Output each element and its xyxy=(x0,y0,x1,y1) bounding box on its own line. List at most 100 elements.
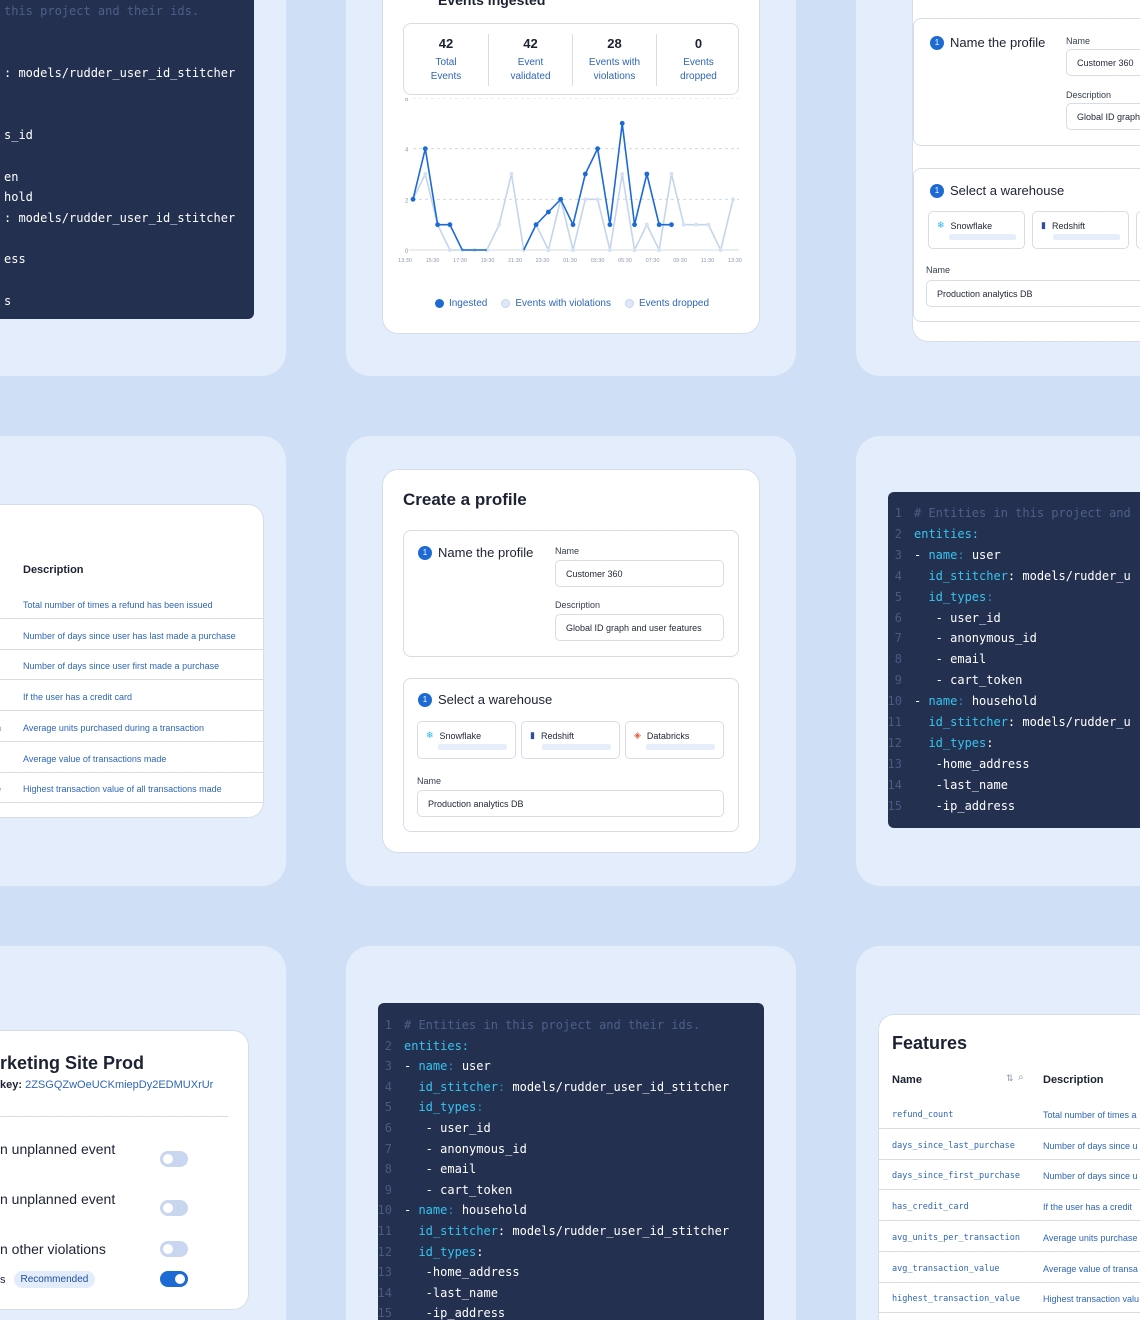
name-input[interactable]: Customer 360 xyxy=(1066,49,1140,76)
stat-cell: 42 Total Events xyxy=(404,34,488,86)
legend-item[interactable]: Events with violations xyxy=(501,298,611,309)
x-tick-label: 07:30 xyxy=(646,258,660,264)
y-tick-label: 0 xyxy=(405,249,409,255)
line-number: 14 xyxy=(378,1285,392,1300)
name-label: Name xyxy=(555,546,580,556)
step-number-icon: 1 xyxy=(418,545,432,560)
x-tick-label: 15:30 xyxy=(426,258,440,264)
legend-dot-icon xyxy=(624,299,634,308)
x-tick-label: 13:30 xyxy=(398,258,412,264)
features-card-left: ⌕ Description Total number of times a re… xyxy=(0,504,264,818)
feature-description: Average units purchase xyxy=(1043,1232,1138,1243)
data-point-ingested xyxy=(669,222,674,228)
table-row[interactable]: avg_units_per_transaction Average units p… xyxy=(879,1221,1140,1252)
code-line: 3- name: user xyxy=(378,1059,491,1073)
option-toggle[interactable] xyxy=(160,1200,188,1216)
line-number: 3 xyxy=(894,547,902,562)
table-row[interactable]: days_since_last_purchase Number of days s… xyxy=(879,1129,1140,1160)
data-point-violations xyxy=(731,197,735,202)
data-point-violations xyxy=(423,172,428,176)
table-row[interactable]: days_since_first_purchase Number of days … xyxy=(879,1159,1140,1191)
table-row[interactable]: se Number of days since user first made a… xyxy=(0,649,263,681)
option-toggle[interactable] xyxy=(160,1241,188,1257)
db-name-input[interactable]: Production analytics DB xyxy=(926,280,1140,307)
db-name-label: Name xyxy=(926,265,951,275)
data-point-ingested xyxy=(545,209,551,215)
divider xyxy=(0,1116,228,1117)
code-line: 1 # Entities in this project and xyxy=(888,506,1131,520)
option-toggle[interactable] xyxy=(160,1151,188,1167)
events-stats: 42 Total Events 42 Event validated 28 Events … xyxy=(403,23,739,95)
sort-icon[interactable]: ⇅ xyxy=(1006,1073,1014,1083)
stat-value: 42 xyxy=(523,36,538,51)
create-profile-card: Create a profile 1 Name the profile Name … xyxy=(382,469,760,853)
events-tile: Events ingested 42 Total Events 42 Event va… xyxy=(346,0,796,376)
table-row[interactable]: highest_transaction_value Highest transac… xyxy=(879,1282,1140,1314)
data-point-ingested xyxy=(422,146,428,152)
table-row[interactable]: ue Highest transaction value of all trans… xyxy=(0,772,263,804)
code-line: 4 id_stitcher: models/rudder_u xyxy=(888,569,1131,583)
data-point-ingested xyxy=(582,171,588,177)
db-name-input[interactable]: Production analytics DB xyxy=(417,790,724,817)
table-row[interactable]: If the user has a credit card xyxy=(0,680,263,712)
legend-item[interactable]: Events dropped xyxy=(624,298,709,309)
feature-description: If the user has a credit xyxy=(1043,1202,1133,1213)
feature-description: Number of days since u xyxy=(1043,1171,1138,1182)
line-number: 2 xyxy=(384,1038,392,1053)
data-point-ingested xyxy=(558,196,564,202)
x-tick-label: 01:30 xyxy=(563,258,577,264)
features-card-right: Features Name ⇅ ⌕ Description refund_cou… xyxy=(878,1014,1140,1320)
stat-value: 42 xyxy=(438,36,454,51)
data-point-violations xyxy=(571,248,575,252)
line-number: 10 xyxy=(378,1203,392,1218)
stat-label: Events dropped xyxy=(680,57,717,82)
line-number: 15 xyxy=(888,798,902,813)
x-tick-label: 17:30 xyxy=(453,258,467,264)
warehouse-databricks[interactable]: ◈ Databricks xyxy=(625,721,724,759)
code-line: : models/rudder_user_id_stitcher xyxy=(4,66,236,81)
table-row[interactable]: Average value of transactions made xyxy=(0,742,263,773)
stat-value: 28 xyxy=(607,36,622,51)
source-title: rketing Site Prod xyxy=(0,1053,145,1073)
warehouse-redshift[interactable]: ▮ Redshift xyxy=(521,721,620,759)
option-label: n unplanned event xyxy=(0,1191,116,1207)
code-line: 15 -ip_address xyxy=(378,1306,505,1320)
features-tile-left: ⌕ Description Total number of times a re… xyxy=(0,436,286,886)
table-row[interactable]: on Average units purchased during a trans… xyxy=(0,711,263,742)
warehouse-redshift[interactable]: ▮ Redshift xyxy=(1032,211,1129,249)
code-line: 11 id_stitcher: models/rudder_u xyxy=(888,715,1131,729)
table-row[interactable]: Total number of times a refund has been … xyxy=(0,588,263,619)
code-line: 7 - anonymous_id xyxy=(888,631,1037,645)
table-row[interactable]: has_credit_card If the user has a credit xyxy=(879,1190,1140,1222)
option-toggle[interactable] xyxy=(160,1271,188,1287)
features-table-left: Total number of times a refund has been … xyxy=(0,588,263,817)
description-label: Description xyxy=(1066,90,1112,100)
feature-name: has_credit_card xyxy=(892,1202,969,1213)
warehouse-snowflake[interactable]: ❄ Snowflake xyxy=(417,721,516,759)
warehouse-snowflake[interactable]: ❄ Snowflake xyxy=(928,211,1025,249)
data-point-violations xyxy=(694,222,699,227)
table-row[interactable]: avg_transaction_value Average value of tr… xyxy=(879,1252,1140,1283)
feature-description: Number of days since u xyxy=(1043,1140,1138,1151)
line-number: 8 xyxy=(384,1162,392,1177)
data-point-violations xyxy=(718,248,723,252)
databricks-icon: ◈ xyxy=(634,730,641,740)
features-title: Features xyxy=(892,1033,968,1053)
line-number: 11 xyxy=(888,715,902,729)
table-row[interactable]: refund_count Total number of times a xyxy=(879,1098,1140,1129)
description-input[interactable]: Global ID graph xyxy=(1066,103,1140,130)
warehouse-third[interactable] xyxy=(1136,211,1140,249)
stat-label: Total Events xyxy=(430,57,462,82)
code-line: 15 -ip_address xyxy=(888,799,1015,813)
x-tick-label: 09:30 xyxy=(673,258,687,264)
col-name-header: Name xyxy=(892,1074,922,1086)
legend-item[interactable]: Ingested xyxy=(434,298,487,309)
name-input[interactable]: Customer 360 xyxy=(555,560,724,587)
step-name-profile: 1 Name the profile xyxy=(418,545,533,560)
description-input[interactable]: Global ID graph and user features xyxy=(555,614,724,641)
search-icon[interactable]: ⌕ xyxy=(1018,1072,1024,1083)
x-tick-label: 03:30 xyxy=(591,258,605,264)
option-label: n unplanned event xyxy=(0,1141,116,1157)
code-line: this project and their ids. xyxy=(4,4,200,18)
